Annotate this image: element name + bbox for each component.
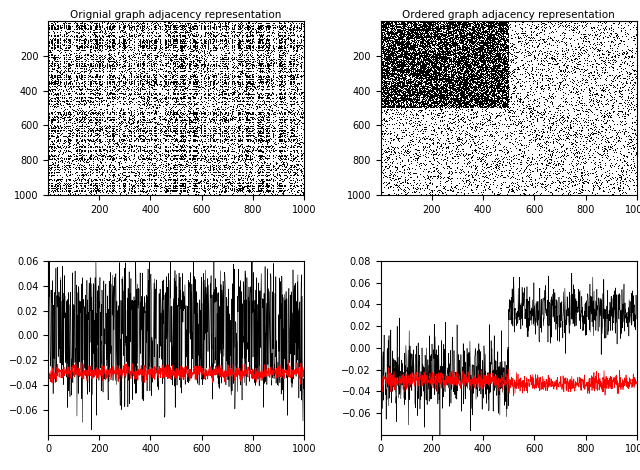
Title: Ordered graph adjacency representation: Ordered graph adjacency representation [403, 10, 615, 20]
Title: Orignial graph adjacency representation: Orignial graph adjacency representation [70, 10, 282, 20]
